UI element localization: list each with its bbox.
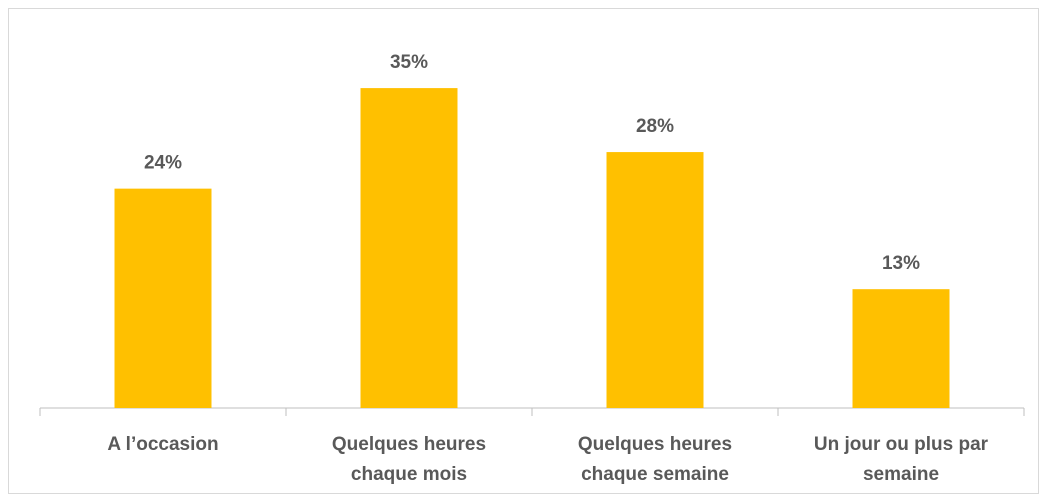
bar <box>360 88 458 408</box>
data-label: 28% <box>636 116 674 137</box>
x-tick-label: A l’occasion <box>107 434 219 455</box>
data-label: 24% <box>144 153 182 174</box>
x-tick-label: Un jour ou plus par semaine <box>813 434 989 485</box>
x-tick-label: Quelques heures chaque mois <box>331 434 487 485</box>
x-tick-label: Quelques heures chaque semaine <box>577 434 733 485</box>
data-label: 13% <box>882 253 920 274</box>
data-label: 35% <box>390 52 428 73</box>
chart-frame <box>8 8 1039 494</box>
bar <box>606 152 704 408</box>
bar <box>852 289 950 408</box>
bar <box>114 188 212 408</box>
